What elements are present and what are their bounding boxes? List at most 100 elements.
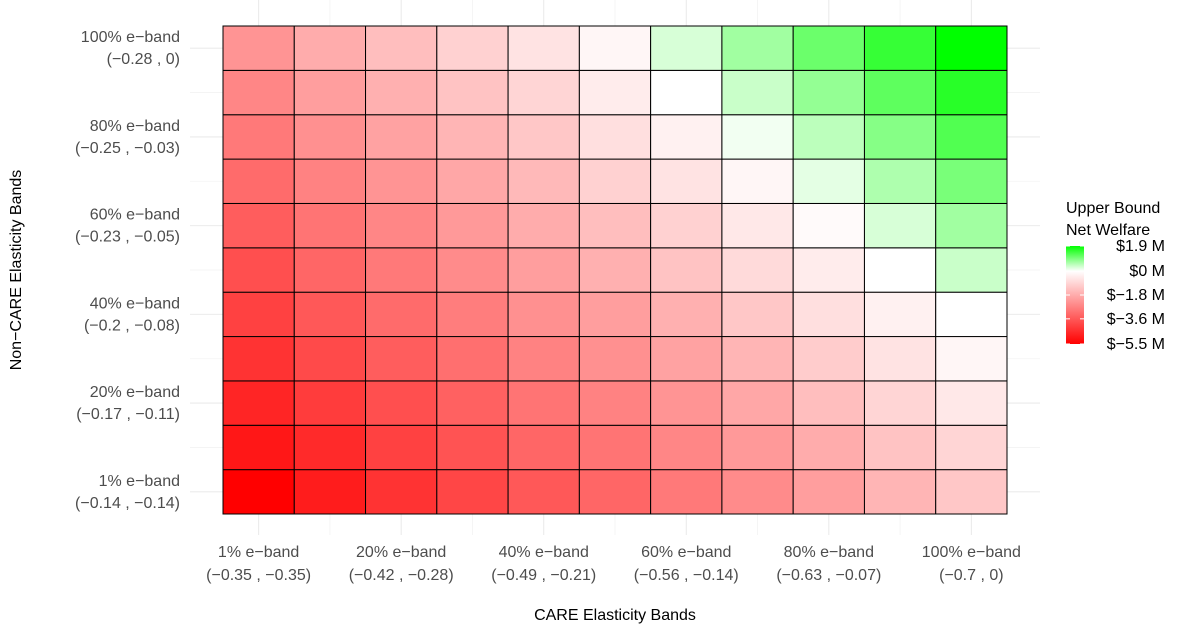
heatmap-cell <box>863 158 937 204</box>
heatmap-cell <box>436 25 509 71</box>
heatmap-cell <box>721 25 794 71</box>
heatmap-cell <box>650 336 723 382</box>
x-tick-band-label: 40% e−band <box>499 544 589 561</box>
heatmap-cell <box>650 114 723 160</box>
heatmap-cell <box>792 25 865 71</box>
heatmap-cell <box>436 202 509 249</box>
heatmap-cell <box>721 380 794 426</box>
heatmap-cell <box>792 69 865 116</box>
color-legend: Upper Bound Net Welfare $1.9 M $0 M $−1.8 … <box>1066 200 1165 353</box>
heatmap-cell <box>436 158 509 204</box>
heatmap-cell <box>721 69 794 116</box>
heatmap-cell <box>507 336 580 382</box>
heatmap-cell <box>935 424 1008 471</box>
heatmap-cell <box>222 25 295 71</box>
heatmap-cell <box>365 158 438 204</box>
heatmap-cell <box>222 247 295 293</box>
heatmap-cell <box>507 25 580 71</box>
heatmap-cell <box>578 336 652 382</box>
heatmap-cell <box>365 380 438 426</box>
heatmap-cell <box>507 424 580 471</box>
heatmap-cell <box>935 158 1008 204</box>
heatmap-cell <box>293 424 367 471</box>
heatmap-cell <box>365 25 438 71</box>
heatmap-cell <box>365 291 438 338</box>
heatmap-cell <box>293 69 367 116</box>
heatmap-cell <box>365 424 438 471</box>
heatmap-cell <box>222 469 295 515</box>
heatmap-cell <box>863 69 937 116</box>
heatmap-cell <box>578 69 652 116</box>
legend-colorbar <box>1066 246 1084 344</box>
heatmap-cell <box>222 158 295 204</box>
legend-label: $0 M <box>1129 263 1165 280</box>
heatmap-cell <box>578 114 652 160</box>
y-tick-band-label: 60% e−band <box>90 207 180 224</box>
y-tick-band-label: 40% e−band <box>90 295 180 312</box>
heatmap-cell <box>863 114 937 160</box>
heatmap-cell <box>721 469 794 515</box>
heatmap-cell <box>935 336 1008 382</box>
heatmap-cell <box>293 158 367 204</box>
heatmap-cell <box>293 202 367 249</box>
heatmap-cell <box>293 380 367 426</box>
heatmap-cell <box>935 25 1008 71</box>
heatmap-cell <box>721 158 794 204</box>
heatmap-cell <box>578 158 652 204</box>
x-tick-band-label: 100% e−band <box>922 544 1021 561</box>
heatmap-cell <box>935 291 1008 338</box>
heatmap-cell <box>792 202 865 249</box>
heatmap-cell <box>935 69 1008 116</box>
heatmap-cell <box>436 114 509 160</box>
heatmap-cell <box>863 469 937 515</box>
heatmap-cell <box>935 469 1008 515</box>
heatmap-cell <box>222 69 295 116</box>
heatmap-cell <box>222 336 295 382</box>
heatmap-cell <box>365 202 438 249</box>
y-tick-range-label: (−0.14 , −0.14) <box>75 495 180 512</box>
legend-title-line1: Upper Bound <box>1066 200 1160 217</box>
heatmap-cell <box>436 336 509 382</box>
x-tick-range-label: (−0.63 , −0.07) <box>776 567 881 584</box>
heatmap-cell <box>863 424 937 471</box>
heatmap-cell <box>507 291 580 338</box>
heatmap-cell <box>365 336 438 382</box>
heatmap-cell <box>293 25 367 71</box>
heatmap-cell <box>650 291 723 338</box>
heatmap-cell <box>650 158 723 204</box>
heatmap-cell <box>792 158 865 204</box>
legend-label: $−5.5 M <box>1107 336 1165 353</box>
heatmap-cell <box>507 247 580 293</box>
heatmap-cell <box>721 424 794 471</box>
heatmap-cell <box>792 424 865 471</box>
x-tick-band-label: 20% e−band <box>356 544 446 561</box>
y-tick-range-label: (−0.2 , −0.08) <box>84 317 180 334</box>
heatmap-cell <box>578 469 652 515</box>
heatmap-cell <box>222 291 295 338</box>
heatmap-cell <box>721 291 794 338</box>
heatmap-cell <box>507 202 580 249</box>
x-axis-title: CARE Elasticity Bands <box>534 607 696 624</box>
y-tick-band-label: 20% e−band <box>90 384 180 401</box>
legend-labels: $1.9 M $0 M $−1.8 M $−3.6 M $−5.5 M <box>1066 238 1165 353</box>
heatmap-cell <box>293 291 367 338</box>
heatmap-cell <box>721 336 794 382</box>
heatmap-cell <box>436 291 509 338</box>
heatmap-cell <box>365 247 438 293</box>
heatmap-cell <box>365 469 438 515</box>
y-axis-ticks: 1% e−band (−0.14 , −0.14) 20% e−band (−0.17… <box>75 29 180 512</box>
heatmap-cell <box>863 291 937 338</box>
legend-label: $−1.8 M <box>1107 287 1165 304</box>
heatmap-cell <box>222 202 295 249</box>
heatmap-cell <box>863 25 937 71</box>
heatmap-cell <box>436 247 509 293</box>
y-axis-title: Non−CARE Elasticity Bands <box>8 170 25 371</box>
legend-title-line2: Net Welfare <box>1066 222 1150 239</box>
heatmap-cell <box>293 336 367 382</box>
heatmap-cell <box>792 336 865 382</box>
x-tick-band-label: 60% e−band <box>641 544 731 561</box>
y-tick-band-label: 100% e−band <box>81 29 180 46</box>
heatmap-cell <box>507 469 580 515</box>
heatmap-cell <box>792 380 865 426</box>
